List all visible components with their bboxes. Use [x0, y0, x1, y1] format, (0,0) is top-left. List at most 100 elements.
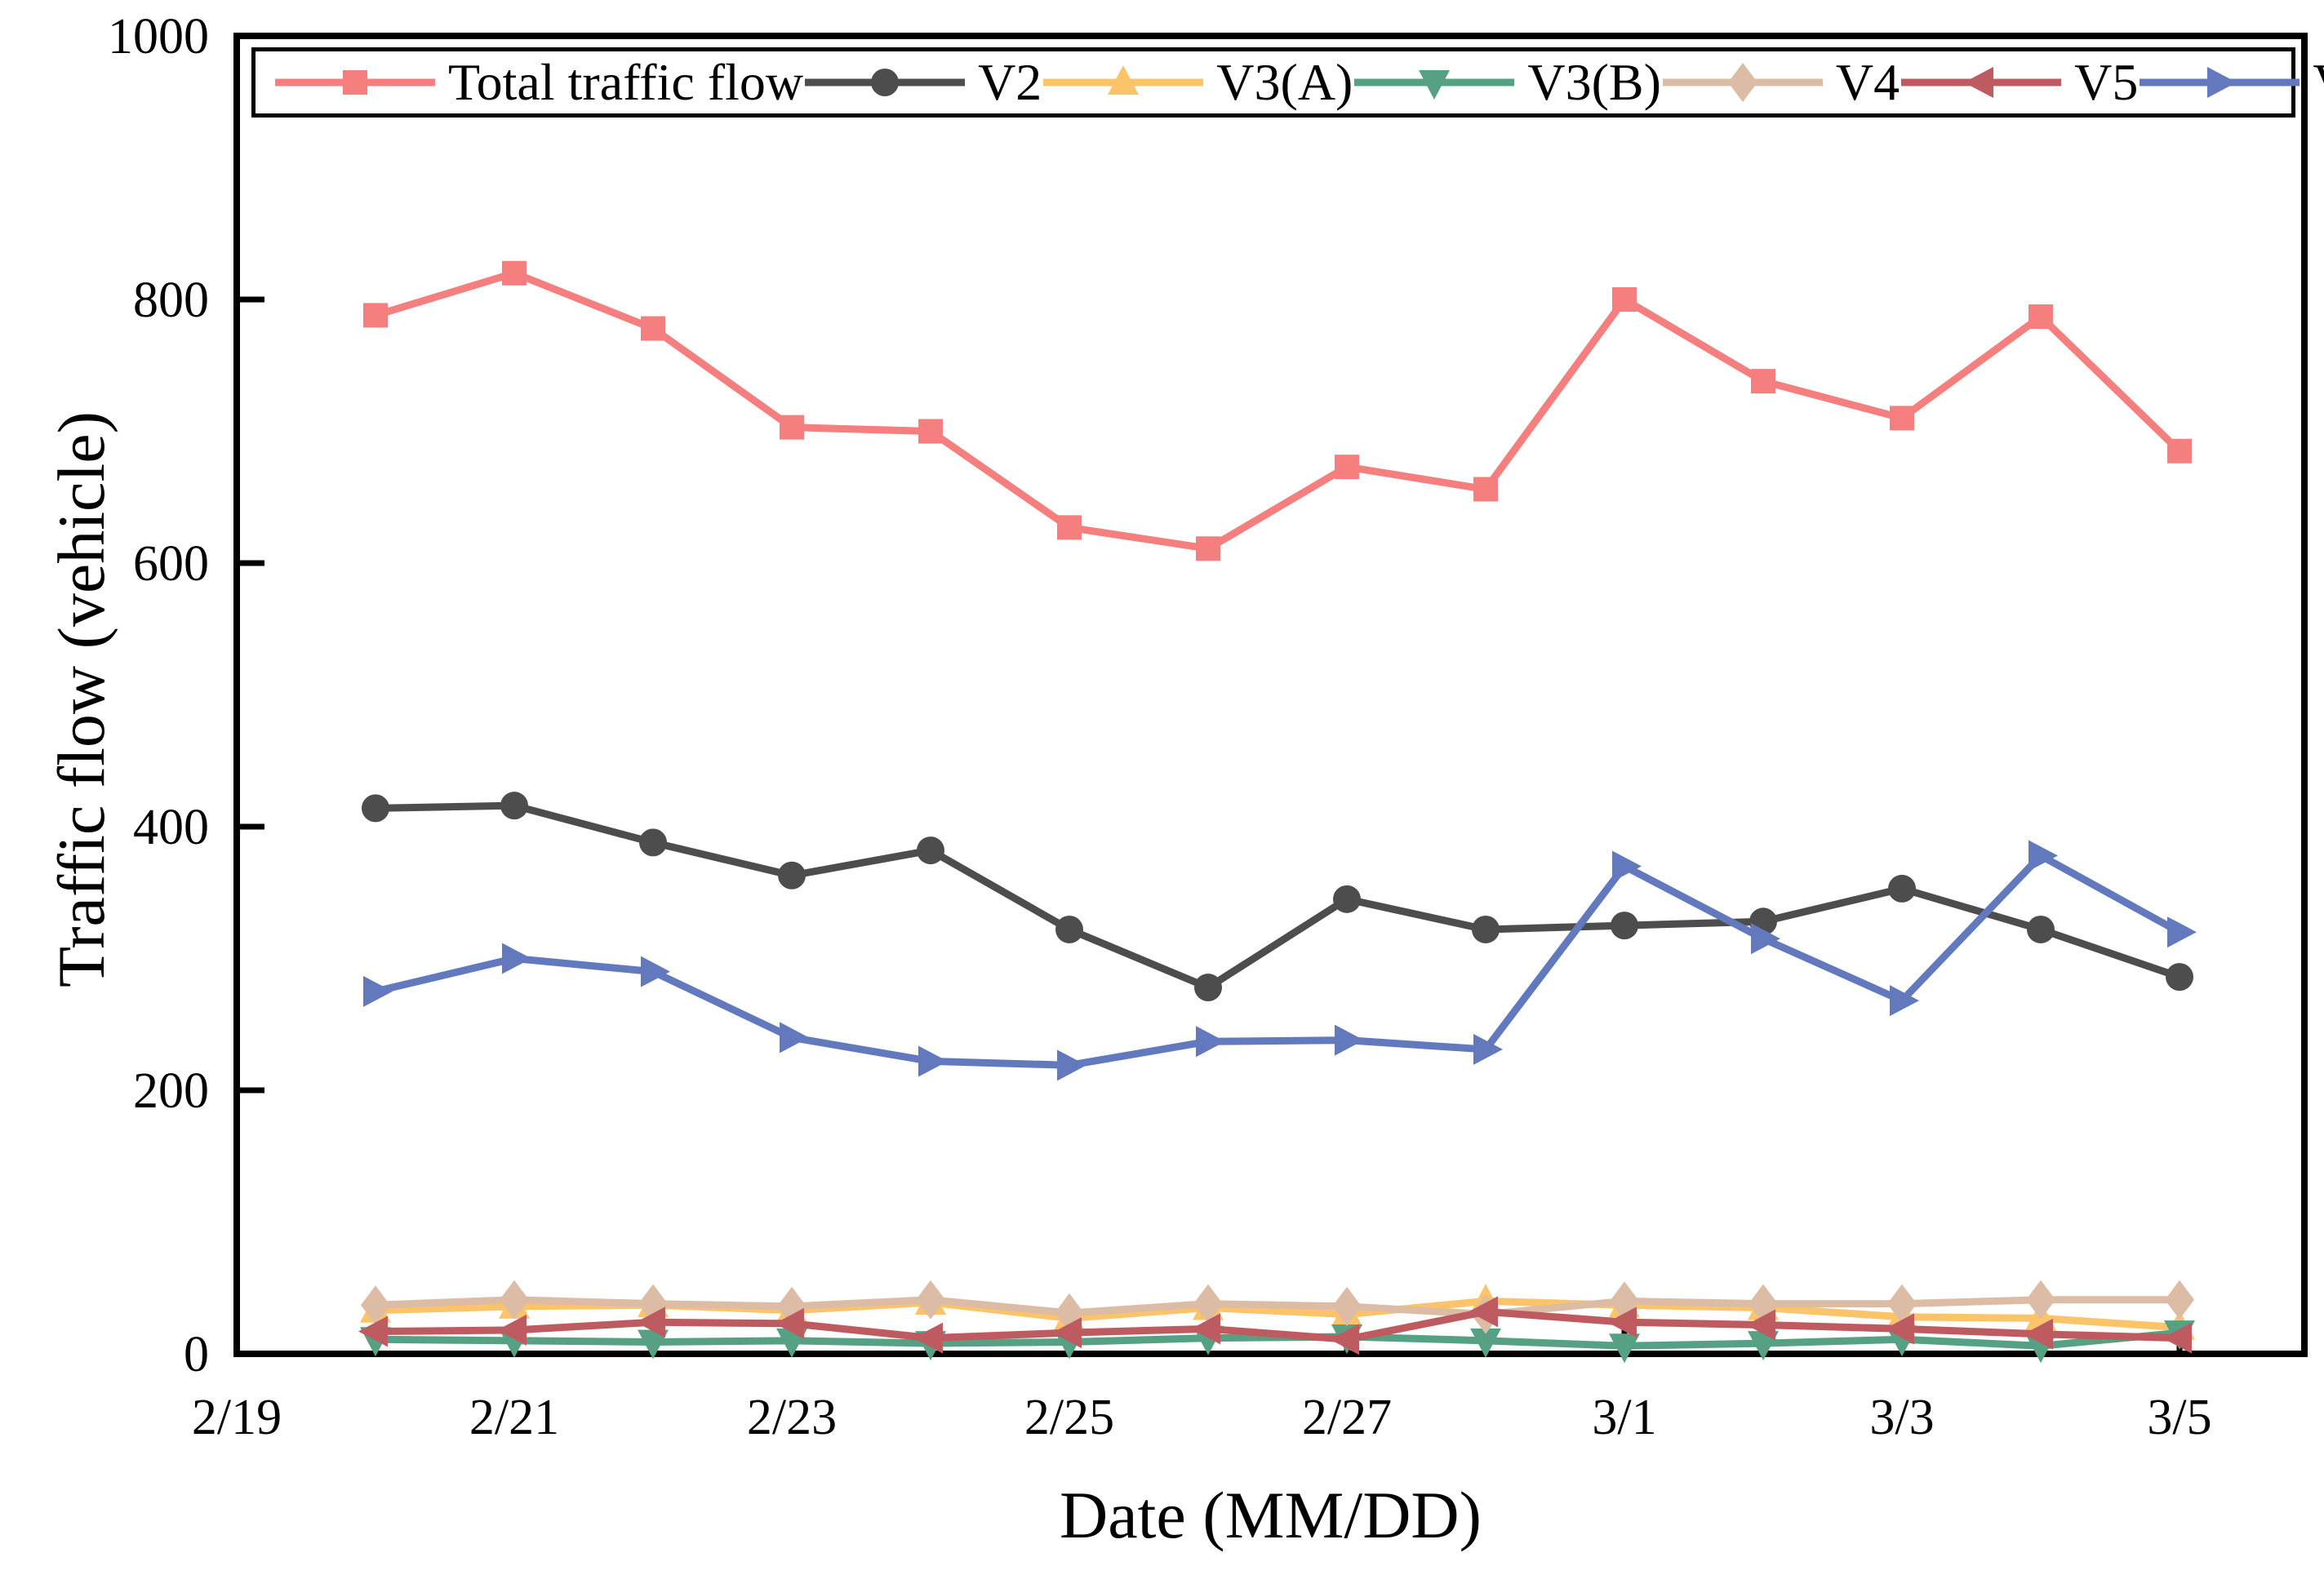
data-point-marker	[2029, 840, 2058, 872]
data-point-marker	[1057, 1049, 1086, 1081]
series-line	[374, 269, 2183, 552]
data-point-marker	[1191, 1313, 1220, 1345]
data-point-marker	[363, 975, 393, 1007]
triangle-up-legend-marker-icon	[1043, 65, 1204, 95]
data-point-marker	[1964, 67, 1994, 98]
data-point-marker	[775, 1307, 804, 1339]
data-point-marker	[1748, 1331, 1779, 1361]
series-v2	[362, 792, 2193, 1002]
data-point-marker	[1887, 1284, 1917, 1324]
data-point-marker	[1609, 1333, 1640, 1364]
series-v6	[363, 840, 2197, 1081]
legend-label: V3(B)	[1527, 53, 1661, 111]
data-point-marker	[1473, 1033, 1503, 1065]
data-point-marker	[636, 1307, 665, 1338]
data-point-marker	[1330, 1324, 1359, 1355]
data-point-marker	[1108, 65, 1140, 95]
data-point-marker	[918, 1045, 948, 1077]
data-point-marker	[780, 1022, 809, 1054]
data-point-marker	[1194, 974, 1222, 1002]
legend-label: Total traffic flow	[448, 53, 804, 111]
data-point-marker	[1612, 850, 1642, 882]
data-point-marker	[362, 794, 389, 823]
y-tick-label: 200	[133, 1063, 209, 1119]
data-point-marker	[1746, 1309, 1775, 1341]
square-legend-marker-icon	[275, 70, 435, 95]
data-point-marker	[1473, 477, 1498, 502]
data-point-marker	[2027, 915, 2055, 943]
triangle-right-legend-marker-icon	[2140, 67, 2300, 98]
data-point-marker	[641, 956, 670, 987]
x-tick-label: 2/19	[192, 1390, 282, 1445]
series-line	[375, 1307, 2180, 1343]
data-point-marker	[1472, 915, 1500, 943]
data-point-marker	[363, 303, 388, 328]
data-point-marker	[1196, 536, 1220, 561]
data-point-marker	[780, 415, 804, 440]
data-point-marker	[502, 943, 531, 974]
data-point-marker	[2024, 1318, 2053, 1350]
data-point-marker	[1888, 874, 1916, 903]
data-point-marker	[1335, 1024, 1364, 1056]
legend-label: V3(A)	[1216, 53, 1353, 111]
data-point-marker	[500, 1280, 529, 1320]
data-point-marker	[2026, 1280, 2055, 1320]
data-point-marker	[917, 836, 944, 865]
data-point-marker	[2029, 304, 2053, 329]
data-point-marker	[1470, 1328, 1501, 1358]
data-point-marker	[778, 861, 806, 890]
legend-item-v3-b-: V3(B)	[1353, 56, 1661, 109]
legend-item-v6: V6	[2138, 56, 2324, 109]
y-tick-label: 0	[184, 1327, 209, 1382]
series-line	[374, 852, 2182, 1069]
data-point-marker	[2167, 916, 2197, 948]
legend-item-v4: V4	[1661, 56, 1900, 109]
data-point-marker	[1612, 287, 1637, 312]
data-point-marker	[1196, 1026, 1225, 1058]
x-tick-label: 3/1	[1592, 1390, 1656, 1445]
data-point-marker	[1890, 406, 1914, 431]
data-point-marker	[1057, 515, 1082, 540]
data-point-marker	[871, 69, 900, 96]
x-tick-label: 3/3	[1869, 1390, 1934, 1445]
axes-frame	[233, 33, 2308, 1357]
data-point-marker	[500, 792, 528, 820]
y-tick-label: 1000	[108, 9, 209, 64]
series-total-traffic-flow	[363, 260, 2192, 561]
data-point-marker	[502, 260, 527, 286]
data-point-marker	[1055, 915, 1083, 943]
data-point-marker	[1611, 912, 1638, 940]
x-tick-label: 3/5	[2147, 1390, 2211, 1445]
data-point-marker	[497, 1314, 527, 1346]
data-point-marker	[361, 1285, 390, 1325]
circle-legend-marker-icon	[805, 69, 966, 96]
data-point-marker	[1052, 1317, 1082, 1349]
legend-label: V6	[2313, 56, 2324, 109]
legend: Total traffic flow V2 V3(A) V3(B) V4 V5 V6	[251, 47, 2324, 118]
y-axis-title: Traffic flow (vehicle)	[44, 411, 118, 987]
data-point-marker	[638, 1329, 669, 1360]
data-point-marker	[1332, 1286, 1362, 1326]
series-v5	[358, 1296, 2192, 1355]
data-point-marker	[1751, 369, 1775, 394]
series-line	[375, 801, 2181, 992]
data-point-marker	[918, 419, 943, 444]
x-tick-label: 2/23	[747, 1390, 837, 1445]
data-point-marker	[1333, 885, 1361, 913]
legend-item-v2: V2	[803, 56, 1042, 109]
data-point-marker	[1727, 63, 1757, 102]
data-point-marker	[1751, 923, 1780, 955]
data-point-marker	[1335, 455, 1359, 480]
y-tick-label: 600	[133, 536, 209, 592]
x-tick-label: 2/25	[1024, 1390, 1114, 1445]
y-tick-label: 800	[133, 273, 209, 328]
legend-item-v3-a-: V3(A)	[1042, 56, 1353, 109]
data-point-marker	[1469, 1296, 1498, 1328]
data-point-marker	[1607, 1307, 1637, 1338]
data-point-marker	[639, 828, 667, 857]
triangle-down-legend-marker-icon	[1354, 70, 1515, 100]
data-point-marker	[1419, 70, 1451, 100]
legend-item-v5: V5	[1900, 56, 2138, 109]
